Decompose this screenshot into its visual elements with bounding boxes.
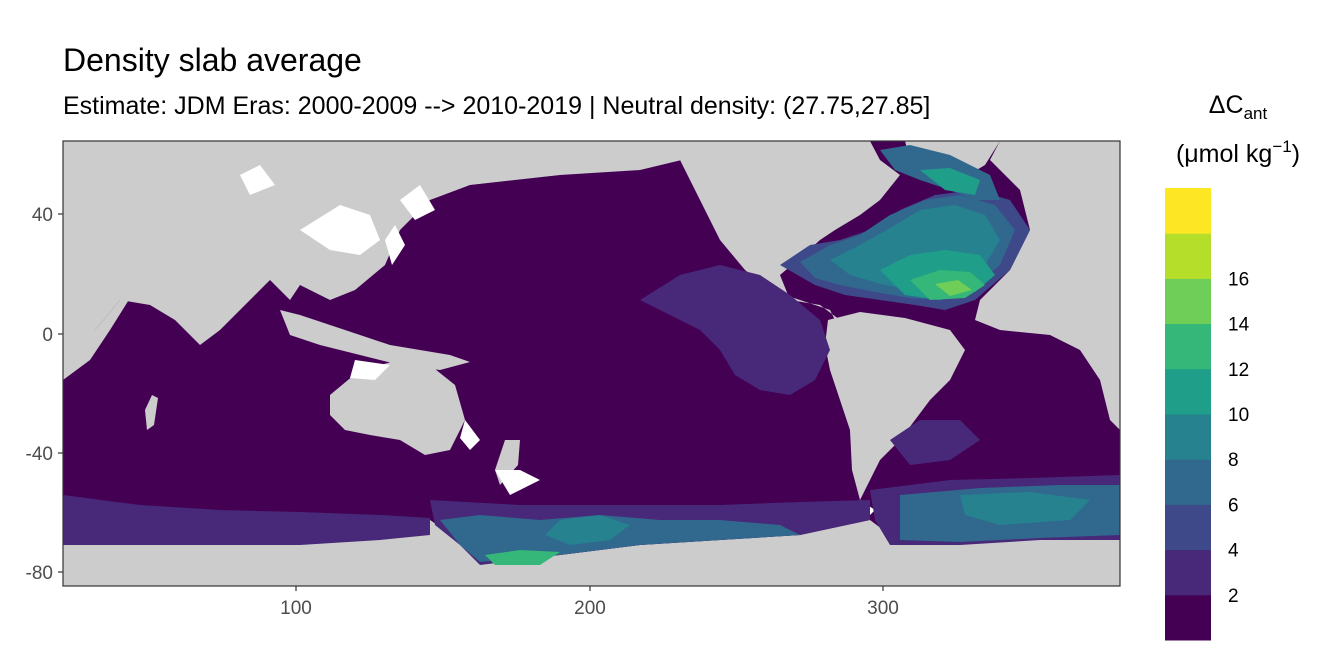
y-tick-label: -80: [26, 563, 53, 584]
legend-label: 12: [1228, 360, 1249, 381]
legend-bin: [1165, 323, 1211, 370]
legend-bin: [1165, 414, 1211, 460]
legend-unit: (μmol kg−1): [1176, 137, 1300, 168]
so-ross-level-6: [485, 550, 560, 565]
land-australia: [330, 360, 465, 455]
land-indonesia: [280, 310, 470, 370]
legend-label: 6: [1228, 495, 1239, 516]
legend: ΔCant (μmol kg−1) 2 4 6 8 10 12 14 16: [1165, 91, 1300, 641]
legend-bin: [1165, 459, 1211, 505]
legend-bin: [1165, 278, 1211, 325]
legend-label: 10: [1228, 405, 1249, 426]
land-madagascar: [145, 395, 158, 430]
legend-label: 16: [1228, 269, 1249, 290]
pacific-level-1: [640, 265, 830, 395]
missing-india: [240, 165, 275, 195]
legend-label: 2: [1228, 586, 1239, 607]
legend-bin: [1165, 368, 1211, 415]
missing-nz-south: [495, 470, 540, 495]
x-axis: [295, 586, 884, 591]
x-axis-labels: 100 200 300: [280, 598, 899, 619]
legend-label: 14: [1228, 315, 1250, 336]
y-tick-label: 0: [42, 325, 53, 346]
map-panel: [63, 141, 1120, 586]
so-ross-level-3: [440, 515, 800, 562]
sa-level-1: [890, 420, 980, 465]
pacific-patch: [640, 265, 830, 395]
y-axis: [58, 213, 63, 573]
missing-japan: [385, 225, 405, 265]
labrador-level-7: [920, 168, 980, 195]
so-ross-level-5: [545, 515, 630, 545]
y-tick-label: -40: [26, 444, 53, 465]
legend-bin: [1165, 549, 1211, 596]
legend-bin: [1165, 504, 1211, 551]
y-axis-labels: 40 0 -40 -80: [26, 205, 53, 584]
missing-se-asia: [350, 360, 390, 380]
missing-east-asia: [400, 185, 435, 220]
legend-bin: [1165, 594, 1211, 641]
x-tick-label: 300: [867, 598, 899, 619]
land-asia: [63, 141, 700, 345]
so-west-level-1: [63, 495, 430, 545]
legend-colorbar: [1165, 188, 1211, 641]
land-africa-west: [63, 290, 135, 380]
so-weddell-level-5: [960, 492, 1090, 525]
missing-australia-south: [460, 420, 480, 450]
legend-bin: [1165, 188, 1211, 234]
southern-ocean: [63, 475, 1120, 565]
legend-label: 4: [1228, 541, 1239, 562]
land-south-america: [825, 312, 965, 500]
y-tick-label: 40: [32, 205, 53, 226]
missing-asia: [300, 205, 380, 255]
panel-border: [62, 140, 1121, 587]
land-africa-east: [975, 141, 1120, 430]
x-tick-label: 100: [280, 598, 312, 619]
legend-bin: [1165, 233, 1211, 279]
chart-subtitle: Estimate: JDM Eras: 2000-2009 --> 2010-2…: [63, 92, 931, 120]
north-atlantic-region: [780, 145, 1030, 310]
chart-title: Density slab average: [63, 42, 362, 78]
legend-title: ΔCant: [1209, 91, 1268, 123]
land-north-america: [680, 141, 900, 340]
south-atlantic-patch: [890, 420, 980, 465]
legend-labels: 2 4 6 8 10 12 14 16: [1228, 269, 1250, 606]
na-core-peak: [935, 280, 972, 296]
legend-label: 8: [1228, 450, 1239, 471]
x-tick-label: 200: [574, 598, 606, 619]
